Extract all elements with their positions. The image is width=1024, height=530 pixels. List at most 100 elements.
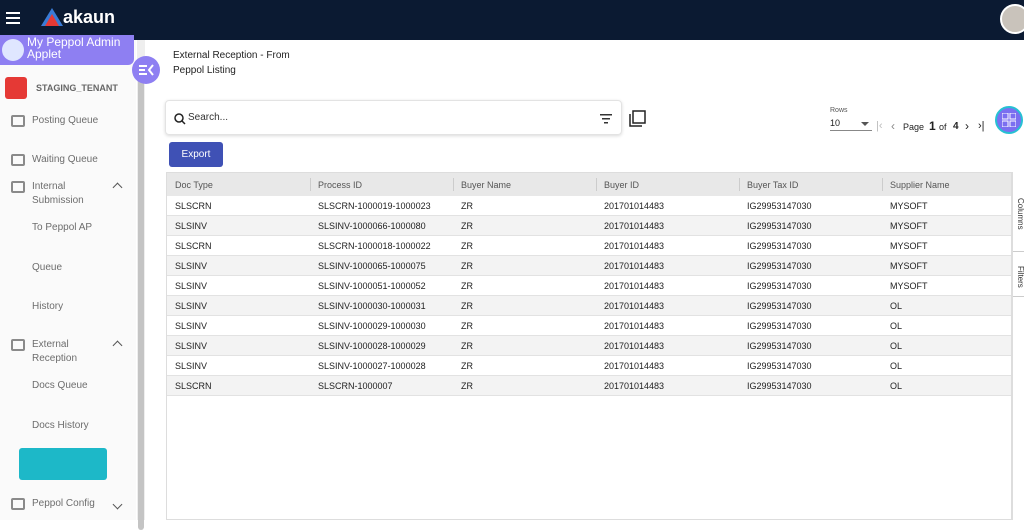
brand: akaun	[63, 7, 116, 27]
header-row	[167, 173, 1011, 196]
column-header: Buyer ID	[604, 180, 640, 190]
collapse-button[interactable]	[132, 56, 160, 84]
nav-item[interactable]: Docs History	[32, 420, 89, 431]
table-cell: ZR	[461, 241, 473, 251]
table-row[interactable]	[167, 316, 1011, 336]
table-cell: OL	[890, 321, 903, 331]
avatar[interactable]	[1000, 4, 1024, 34]
table-cell: SLSINV	[175, 261, 208, 271]
table-row[interactable]	[167, 256, 1011, 276]
table-cell: IG29953147030	[747, 261, 812, 271]
data-table: Doc Type Process ID Buyer Name Buyer ID Buye…	[166, 172, 1012, 520]
export-button[interactable]: Export	[169, 142, 223, 167]
table-cell: IG29953147030	[747, 201, 812, 211]
table-cell: ZR	[461, 341, 473, 351]
sidebar	[0, 40, 136, 520]
table-cell: SLSCRN-1000019-1000023	[318, 201, 431, 211]
search-box[interactable]: Search...	[165, 100, 622, 135]
column-divider	[596, 178, 597, 191]
applet-banner: My Peppol Admin Applet	[0, 35, 134, 65]
table-row[interactable]	[167, 376, 1011, 396]
menu-icon[interactable]	[6, 12, 20, 24]
table-cell: SLSCRN-1000018-1000022	[318, 241, 431, 251]
table-cell: SLSINV-1000029-1000030	[318, 321, 426, 331]
table-row[interactable]	[167, 356, 1011, 376]
column-header: Process ID	[318, 180, 363, 190]
nav-icon	[11, 115, 25, 127]
filters-tab[interactable]: Filters	[1016, 266, 1024, 288]
table-cell: SLSINV	[175, 341, 208, 351]
table-cell: IG29953147030	[747, 381, 812, 391]
column-divider	[453, 178, 454, 191]
first-page[interactable]: |‹	[876, 120, 883, 132]
page-number: 1	[929, 119, 936, 133]
nav-item[interactable]: Internal Submission	[32, 181, 84, 206]
next-page[interactable]: ›	[965, 119, 969, 133]
table-cell: SLSINV	[175, 281, 208, 291]
table-cell: 201701014483	[604, 321, 665, 331]
table-row[interactable]	[167, 336, 1011, 356]
table-cell: SLSCRN	[175, 381, 212, 391]
table-cell: MYSOFT	[890, 241, 928, 251]
nav-item[interactable]: History	[32, 301, 64, 312]
table-cell: IG29953147030	[747, 361, 812, 371]
nav-item[interactable]: Queue	[32, 262, 63, 273]
rows-label: Rows	[830, 107, 848, 114]
copy-icon[interactable]	[629, 110, 646, 127]
table-cell: SLSINV-1000051-1000052	[318, 281, 426, 291]
table-row[interactable]	[167, 296, 1011, 316]
table-cell: 201701014483	[604, 341, 665, 351]
table-cell: 201701014483	[604, 241, 665, 251]
table-cell: ZR	[461, 321, 473, 331]
rows-select[interactable]: 10	[830, 118, 872, 131]
table-row[interactable]	[167, 216, 1011, 236]
nav-item[interactable]: Peppol Config	[32, 498, 95, 509]
column-header: Buyer Name	[461, 180, 512, 190]
table-cell: SLSINV-1000065-1000075	[318, 261, 426, 271]
table-cell: SLSINV-1000066-1000080	[318, 221, 426, 231]
table-row[interactable]	[167, 236, 1011, 256]
search-placeholder: Search...	[188, 112, 229, 123]
grid-toggle[interactable]	[995, 106, 1023, 134]
table-cell: OL	[890, 381, 903, 391]
columns-tab[interactable]: Columns	[1016, 198, 1024, 230]
table-cell: SLSCRN-1000007	[318, 381, 393, 391]
table-cell: ZR	[461, 201, 473, 211]
tenant-icon	[5, 77, 27, 99]
table-cell: 201701014483	[604, 261, 665, 271]
active-item-bg	[19, 448, 107, 480]
table-cell: IG29953147030	[747, 341, 812, 351]
last-page[interactable]: ›|	[978, 120, 985, 132]
table-cell: MYSOFT	[890, 221, 928, 231]
table-cell: IG29953147030	[747, 301, 812, 311]
table-cell: SLSINV-1000027-1000028	[318, 361, 426, 371]
table-cell: MYSOFT	[890, 201, 928, 211]
table-cell: ZR	[461, 221, 473, 231]
nav-item[interactable]: Posting Queue	[32, 115, 99, 126]
column-header: Supplier Name	[890, 180, 950, 190]
table-cell: SLSINV	[175, 301, 208, 311]
of-label: of	[939, 122, 947, 132]
table-row[interactable]	[167, 196, 1011, 216]
table-cell: ZR	[461, 261, 473, 271]
nav-item[interactable]: Docs Queue	[32, 380, 88, 391]
table-cell: IG29953147030	[747, 281, 812, 291]
table-cell: OL	[890, 341, 903, 351]
table-cell: ZR	[461, 361, 473, 371]
table-cell: SLSINV	[175, 361, 208, 371]
nav-icon	[11, 181, 25, 193]
page-count: 4	[953, 121, 959, 132]
nav-item[interactable]: To Peppol AP	[32, 222, 93, 233]
nav-item[interactable]: Waiting Queue	[32, 154, 98, 165]
column-header: Doc Type	[175, 180, 213, 190]
scrollbar	[137, 40, 145, 530]
table-cell: ZR	[461, 381, 473, 391]
table-cell: SLSCRN	[175, 241, 212, 251]
nav-item[interactable]: External Reception	[32, 339, 78, 364]
nav-icon	[11, 154, 25, 166]
prev-page[interactable]: ‹	[891, 119, 895, 133]
table-cell: 201701014483	[604, 221, 665, 231]
page-label: Page	[903, 122, 925, 132]
table-row[interactable]	[167, 276, 1011, 296]
table-cell: 201701014483	[604, 301, 665, 311]
